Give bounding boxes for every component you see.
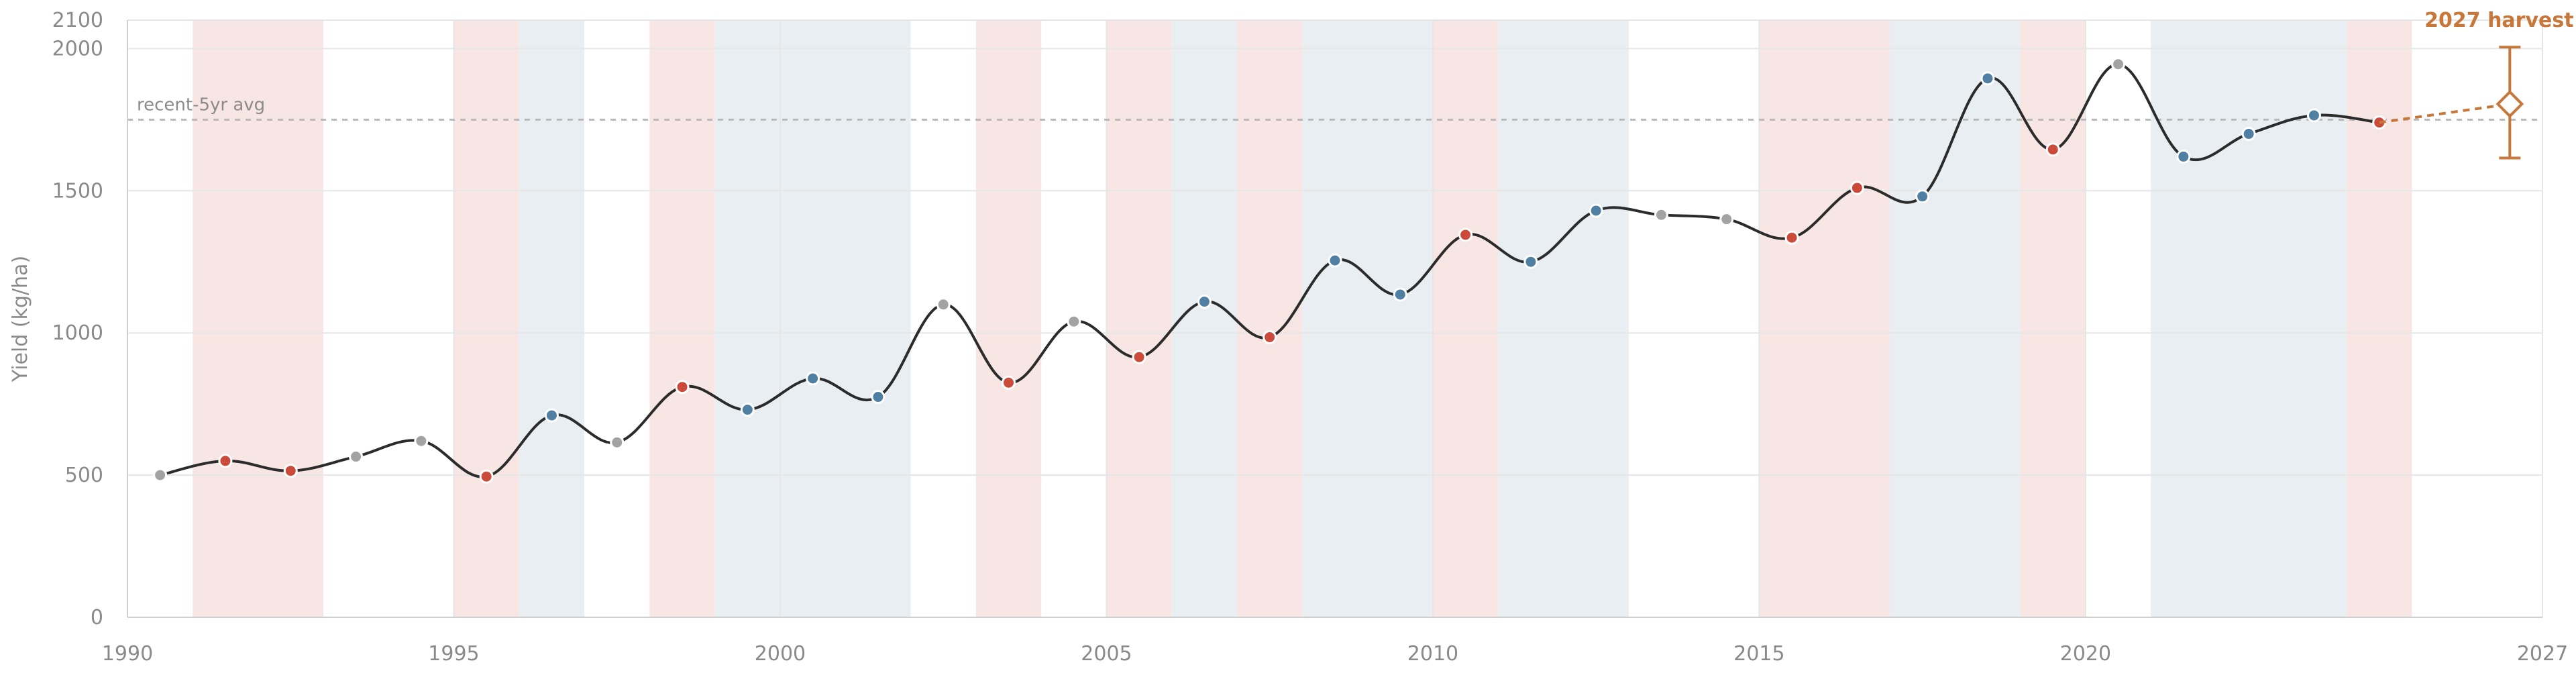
- data-point-neutral: [1719, 212, 1734, 227]
- data-point-wet: [806, 371, 820, 386]
- band-dry: [975, 20, 1042, 617]
- grid-lines: [127, 19, 2543, 618]
- band-dry: [1432, 20, 1499, 617]
- x-tick-label: 2027: [2517, 642, 2568, 666]
- band-wet: [519, 20, 585, 617]
- data-point-neutral: [610, 435, 625, 450]
- band-wet: [714, 20, 911, 617]
- band-dry: [2020, 20, 2086, 617]
- data-point-dry: [218, 454, 233, 468]
- y-tick-label: 1500: [52, 179, 103, 203]
- axes: 0 500 1000 1500 2000 2100 1990 1995 2000 2005 2010…: [52, 9, 2569, 666]
- band-dry: [2347, 20, 2412, 617]
- x-tick-label: 2015: [1733, 642, 1784, 666]
- y-axis-label: Yield (kg/ha): [9, 256, 32, 382]
- data-point-wet: [1393, 287, 1407, 302]
- data-point-dry: [675, 380, 690, 395]
- data-point-dry: [1132, 350, 1146, 364]
- data-point-dry: [1263, 330, 1277, 345]
- x-tick-label: 2010: [1407, 642, 1458, 666]
- data-point-wet: [2241, 127, 2256, 142]
- data-point-dry: [1849, 180, 1864, 195]
- data-point-wet: [1589, 203, 1603, 218]
- data-point-dry: [1784, 230, 1799, 245]
- data-point-dry: [479, 469, 494, 484]
- avg-label: recent-5yr avg: [137, 95, 265, 115]
- x-tick-label: 2020: [2060, 642, 2111, 666]
- y-tick-label: 500: [65, 464, 103, 487]
- band-dry: [649, 20, 715, 617]
- data-point-wet: [1915, 189, 1930, 204]
- data-point-dry: [2045, 142, 2060, 157]
- data-point-neutral: [1654, 207, 1668, 222]
- band-dry: [1237, 20, 1303, 617]
- data-point-dry: [1458, 227, 1473, 242]
- forecast-marker: [2496, 90, 2524, 118]
- data-point-wet: [871, 390, 885, 405]
- band-dry: [1106, 20, 1172, 617]
- data-point-neutral: [1067, 314, 1081, 329]
- x-tick-label: 1990: [102, 642, 153, 666]
- x-tick-label: 2005: [1081, 642, 1132, 666]
- data-point-wet: [1523, 254, 1538, 269]
- data-point-wet: [740, 403, 755, 417]
- data-point-neutral: [414, 433, 429, 448]
- y-tick-label: 1000: [52, 321, 103, 345]
- data-point-dry: [283, 464, 298, 478]
- y-tick-label: 0: [91, 606, 103, 629]
- data-point-wet: [1980, 71, 1995, 86]
- forecast-label: 2027 harvest: [2424, 9, 2573, 32]
- forecast: 2027 harvest: [2379, 9, 2574, 160]
- y-tick-label: 2100: [52, 9, 103, 32]
- series-line: [153, 57, 2387, 484]
- data-point-wet: [1197, 295, 1212, 309]
- band-wet: [1498, 20, 1629, 617]
- data-point-neutral: [349, 450, 364, 464]
- data-point-neutral: [153, 468, 168, 482]
- band-dry: [1759, 20, 1890, 617]
- x-tick-label: 1995: [428, 642, 479, 666]
- forecast-connector: [2379, 103, 2510, 124]
- data-point-dry: [1002, 375, 1016, 390]
- data-point-wet: [544, 408, 559, 423]
- data-point-wet: [1328, 253, 1342, 268]
- shaded-bands: [193, 20, 2412, 617]
- x-tick-label: 2000: [755, 642, 806, 666]
- band-wet: [1302, 20, 1433, 617]
- y-tick-label: 2000: [52, 37, 103, 60]
- data-point-wet: [2306, 108, 2321, 123]
- data-point-wet: [2176, 149, 2191, 164]
- avg-reference: recent-5yr avg: [127, 95, 2542, 121]
- data-point-neutral: [936, 297, 951, 312]
- band-dry: [453, 20, 519, 617]
- band-wet: [1890, 20, 2021, 617]
- data-point-neutral: [2111, 57, 2126, 72]
